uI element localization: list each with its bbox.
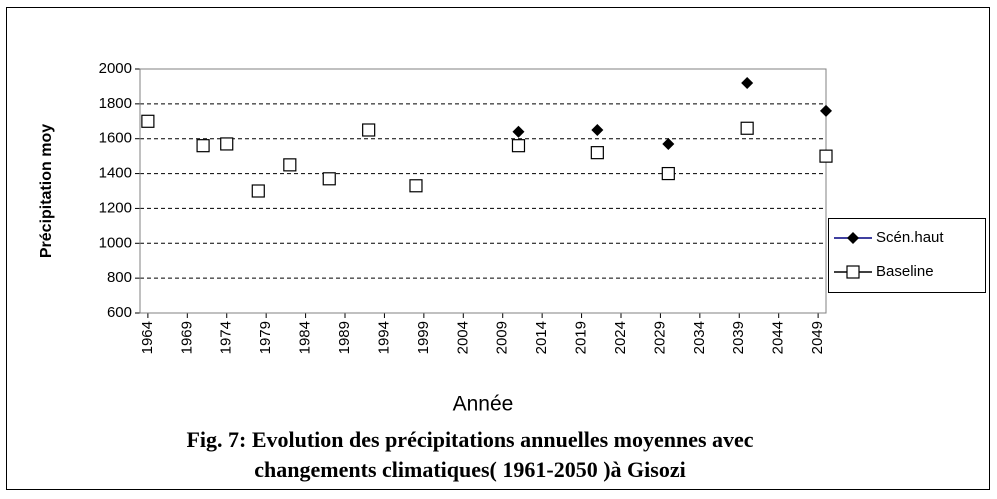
point <box>511 139 526 153</box>
point <box>662 137 675 150</box>
y-tick-label: 1200 <box>99 199 132 216</box>
y-tick-label: 1000 <box>99 234 132 251</box>
x-tick-label: 2014 <box>533 321 550 354</box>
x-axis-label: Année <box>453 393 514 416</box>
x-tick-label: 1999 <box>415 321 432 354</box>
legend-label: Scén.haut <box>876 229 944 246</box>
y-tick-label: 1800 <box>99 95 132 112</box>
point <box>512 125 525 138</box>
point <box>661 166 675 181</box>
point <box>591 124 604 136</box>
point <box>590 146 604 160</box>
x-tick-label: 2004 <box>454 321 471 354</box>
x-tick-label: 2034 <box>691 321 708 354</box>
point <box>819 149 833 163</box>
y-tick-label: 2000 <box>99 60 132 77</box>
x-tick-label: 2044 <box>770 321 787 354</box>
legend-marker <box>847 232 859 244</box>
x-tick-label: 1989 <box>336 321 353 354</box>
point <box>741 76 754 89</box>
x-tick-label: 1969 <box>178 321 195 354</box>
point <box>141 114 155 128</box>
y-axis-label: Précipitation moy <box>38 124 55 258</box>
x-tick-label: 2039 <box>730 321 747 354</box>
y-tick-label: 600 <box>107 304 132 321</box>
point <box>409 179 423 193</box>
point <box>220 137 234 151</box>
x-tick-label: 1964 <box>139 321 156 354</box>
x-tick-label: 1994 <box>375 321 392 354</box>
x-tick-label: 2029 <box>651 321 668 354</box>
x-tick-label: 2019 <box>573 321 590 354</box>
x-tick-label: 2009 <box>494 321 511 354</box>
x-tick-label: 1979 <box>257 321 274 354</box>
y-tick-label: 800 <box>107 269 132 286</box>
legend-label: Baseline <box>876 263 934 280</box>
point <box>283 158 297 172</box>
x-tick-label: 2049 <box>809 321 826 354</box>
legend-marker <box>846 265 860 279</box>
plot-area <box>139 68 827 314</box>
x-tick-label: 2024 <box>612 321 629 354</box>
point <box>740 121 754 135</box>
x-tick-label: 1984 <box>297 321 314 354</box>
point <box>251 184 265 198</box>
y-tick-label: 1600 <box>99 130 132 147</box>
chart-title: Fig. 7: Evolution des précipitations ann… <box>186 427 753 452</box>
x-tick-label: 1974 <box>218 321 235 354</box>
point <box>196 139 210 153</box>
legend-box <box>828 218 986 293</box>
point <box>820 104 832 117</box>
point <box>322 172 336 186</box>
y-tick-label: 1400 <box>99 165 132 182</box>
point <box>362 123 376 137</box>
chart-title: changements climatiques( 1961-2050 )à Gi… <box>254 457 685 482</box>
